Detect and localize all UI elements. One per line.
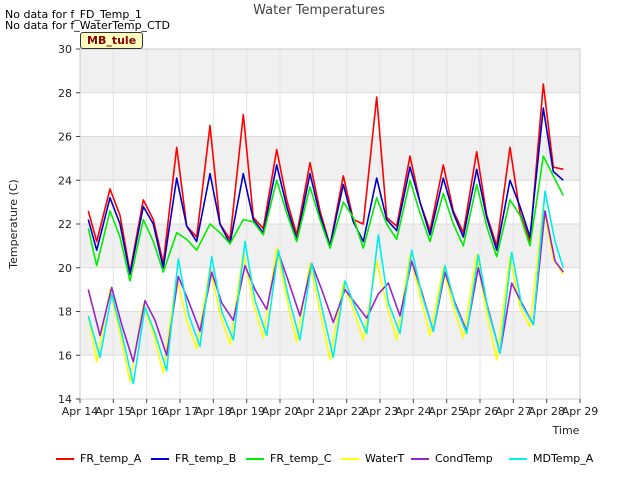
y-axis-label: Temperature (C) <box>7 179 20 269</box>
legend-swatch <box>509 457 527 460</box>
x-axis-label: Time <box>552 424 580 437</box>
legend-item-fr-temp-b: FR_temp_B <box>151 452 236 465</box>
x-tick-label: Apr 19 <box>228 405 265 418</box>
x-tick-label: Apr 14 <box>62 405 99 418</box>
legend-swatch <box>341 457 359 460</box>
y-tick-label: 30 <box>58 43 72 56</box>
legend-swatch <box>151 457 169 460</box>
y-tick-label: 24 <box>58 174 72 187</box>
no-data-notice-2: No data for f_WaterTemp_CTD <box>5 19 170 32</box>
legend-label: FR_temp_B <box>175 452 237 465</box>
legend-item-watert: WaterT <box>341 452 404 465</box>
series-line-watert <box>87 205 564 383</box>
y-tick-label: 22 <box>58 218 72 231</box>
x-tick-label: Apr 23 <box>362 405 399 418</box>
legend-label: FR_temp_A <box>80 452 142 465</box>
y-tick-label: 28 <box>58 87 72 100</box>
legend-label: FR_temp_C <box>270 452 332 465</box>
x-tick-label: Apr 16 <box>128 405 165 418</box>
y-tick-label: 16 <box>58 349 72 362</box>
plot-band <box>80 311 580 356</box>
legend-label: MDTemp_A <box>533 452 594 465</box>
x-tick-label: Apr 18 <box>195 405 232 418</box>
legend-swatch <box>246 457 264 460</box>
legend-item-mdtemp-a: MDTemp_A <box>509 452 593 465</box>
x-tick-label: Apr 21 <box>295 405 332 418</box>
x-tick-label: Apr 29 <box>562 405 599 418</box>
legend-item-condtemp: CondTemp <box>411 452 493 465</box>
chart-legend: FR_temp_A FR_temp_B FR_temp_C WaterT CondTem… <box>0 452 640 470</box>
legend-swatch <box>56 457 74 460</box>
x-tick-label: Apr 26 <box>462 405 499 418</box>
series-line-mdtemp-a <box>87 190 565 385</box>
x-tick-label: Apr 25 <box>428 405 465 418</box>
x-tick-label: Apr 20 <box>262 405 299 418</box>
x-tick-label: Apr 28 <box>528 405 565 418</box>
x-tick-label: Apr 22 <box>328 405 365 418</box>
x-tick-label: Apr 17 <box>162 405 199 418</box>
plot-band <box>80 136 580 181</box>
no-data-notice-1: No data for f_FD_Temp_1 <box>5 8 142 21</box>
site-badge: MB_tule <box>80 32 144 49</box>
legend-item-fr-temp-a: FR_temp_A <box>56 452 141 465</box>
chart-title: Water Temperatures <box>253 3 385 18</box>
plot-band <box>80 49 580 93</box>
y-tick-label: 14 <box>58 393 72 406</box>
legend-item-fr-temp-c: FR_temp_C <box>246 452 331 465</box>
y-tick-label: 26 <box>58 131 72 144</box>
x-tick-label: Apr 15 <box>95 405 132 418</box>
legend-swatch <box>411 457 429 460</box>
series-line-fr-temp-c <box>87 155 565 282</box>
y-tick-label: 20 <box>58 262 72 275</box>
legend-label: WaterT <box>365 452 405 465</box>
x-tick-label: Apr 27 <box>495 405 532 418</box>
legend-label: CondTemp <box>435 452 493 465</box>
y-tick-label: 18 <box>58 306 72 319</box>
series-line-fr-temp-b <box>87 107 564 276</box>
x-tick-label: Apr 24 <box>395 405 432 418</box>
